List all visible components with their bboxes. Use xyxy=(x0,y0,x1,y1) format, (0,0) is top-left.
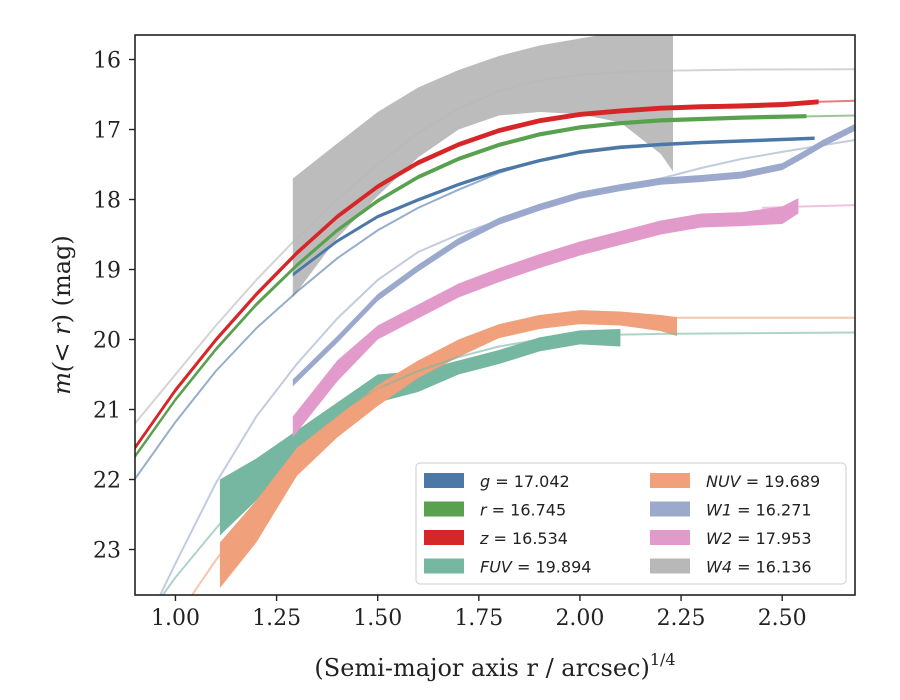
legend-swatch-fuv xyxy=(424,558,464,574)
legend-total-mag: = 16.745 xyxy=(487,501,567,520)
x-tick-label: 2.50 xyxy=(758,606,807,631)
legend-total-mag: = 16.271 xyxy=(732,501,812,520)
legend-band-name: r xyxy=(480,501,488,520)
model-curve-z xyxy=(135,99,855,449)
y-tick-label: 19 xyxy=(93,259,121,284)
y-tick-label: 16 xyxy=(93,49,121,74)
legend-swatch-w4 xyxy=(650,558,690,574)
legend-swatch-g xyxy=(424,473,464,488)
legend-total-mag: = 16.534 xyxy=(488,529,568,548)
model-curve-w2 xyxy=(761,204,855,209)
legend-total-mag: = 16.136 xyxy=(732,558,812,577)
uncertainty-bands xyxy=(135,35,855,588)
y-tick-label: 21 xyxy=(93,399,121,424)
y-tick-label: 17 xyxy=(93,119,121,144)
x-tick-label: 2.00 xyxy=(555,606,604,631)
legend-label-nuv: NUV = 19.689 xyxy=(706,472,820,491)
y-tick-label: 23 xyxy=(93,539,121,564)
legend-band-name: NUV xyxy=(706,472,742,491)
x-tick-label: 1.75 xyxy=(454,606,503,631)
y-tick-label: 18 xyxy=(93,189,121,214)
legend-label-z: z = 16.534 xyxy=(479,529,568,548)
legend-swatch-w2 xyxy=(650,530,690,545)
model-curve-g xyxy=(135,136,815,480)
legend-band-name: FUV xyxy=(480,558,513,577)
legend-band-name: z xyxy=(479,529,489,548)
legend-swatch-w1 xyxy=(650,501,690,517)
x-tick-label: 1.00 xyxy=(151,606,200,631)
legend-label-g: g = 17.042 xyxy=(480,472,570,491)
model-curve-nuv xyxy=(190,316,855,595)
band-nuv xyxy=(219,310,677,588)
y-axis-title-prefix: m( xyxy=(48,362,76,395)
legend-band-name: W4 xyxy=(706,558,732,577)
legend-swatch-nuv xyxy=(650,473,690,488)
legend-total-mag: = 19.689 xyxy=(741,472,821,491)
model-curve-fuv xyxy=(161,331,855,595)
x-axis-title: (Semi-major axis r / arcsec)1/4 xyxy=(314,650,675,682)
x-axis-ticks: 1.00 1.25 1.50 1.75 2.00 2.25 2.50 xyxy=(151,595,807,631)
y-tick-label: 22 xyxy=(93,469,121,494)
y-axis-title-suffix: ) (mag) xyxy=(48,235,76,323)
legend-box xyxy=(415,462,847,585)
legend-total-mag: = 19.894 xyxy=(512,558,592,577)
y-axis-ticks: 16 17 18 19 20 21 22 23 xyxy=(93,49,135,564)
legend-band-name: g xyxy=(480,472,490,491)
legend-label-r: r = 16.745 xyxy=(480,501,566,520)
y-tick-label: 20 xyxy=(93,329,121,354)
x-axis-title-exponent: 1/4 xyxy=(650,650,676,669)
band-w4 xyxy=(292,35,673,298)
legend-label-w1: W1 = 16.271 xyxy=(706,501,812,520)
y-axis-title: m(< r) (mag) xyxy=(48,235,76,395)
x-tick-label: 2.25 xyxy=(657,606,706,631)
x-tick-label: 1.50 xyxy=(353,606,402,631)
plot-frame xyxy=(134,34,856,596)
model-curve-r xyxy=(135,114,855,457)
legend-total-mag: = 17.042 xyxy=(490,472,570,491)
model-curves xyxy=(135,68,855,595)
legend-band-name: W2 xyxy=(706,529,732,548)
model-curve-w1 xyxy=(159,139,855,595)
x-axis-title-text: (Semi-major axis r / arcsec) xyxy=(314,654,649,682)
legend-label-fuv: FUV = 19.894 xyxy=(480,558,591,577)
legend-swatch-z xyxy=(424,530,464,545)
legend-swatch-r xyxy=(424,501,464,517)
legend-label-w4: W4 = 16.136 xyxy=(706,558,812,577)
band-fuv xyxy=(219,329,621,536)
band-w2 xyxy=(292,198,799,438)
legend-label-w2: W2 = 17.953 xyxy=(706,529,812,548)
model-curve-w4 xyxy=(135,68,855,425)
x-tick-label: 1.25 xyxy=(252,606,301,631)
legend-total-mag: = 17.953 xyxy=(732,529,812,548)
y-axis-title-math: < r xyxy=(48,322,76,363)
legend-band-name: W1 xyxy=(706,501,732,520)
